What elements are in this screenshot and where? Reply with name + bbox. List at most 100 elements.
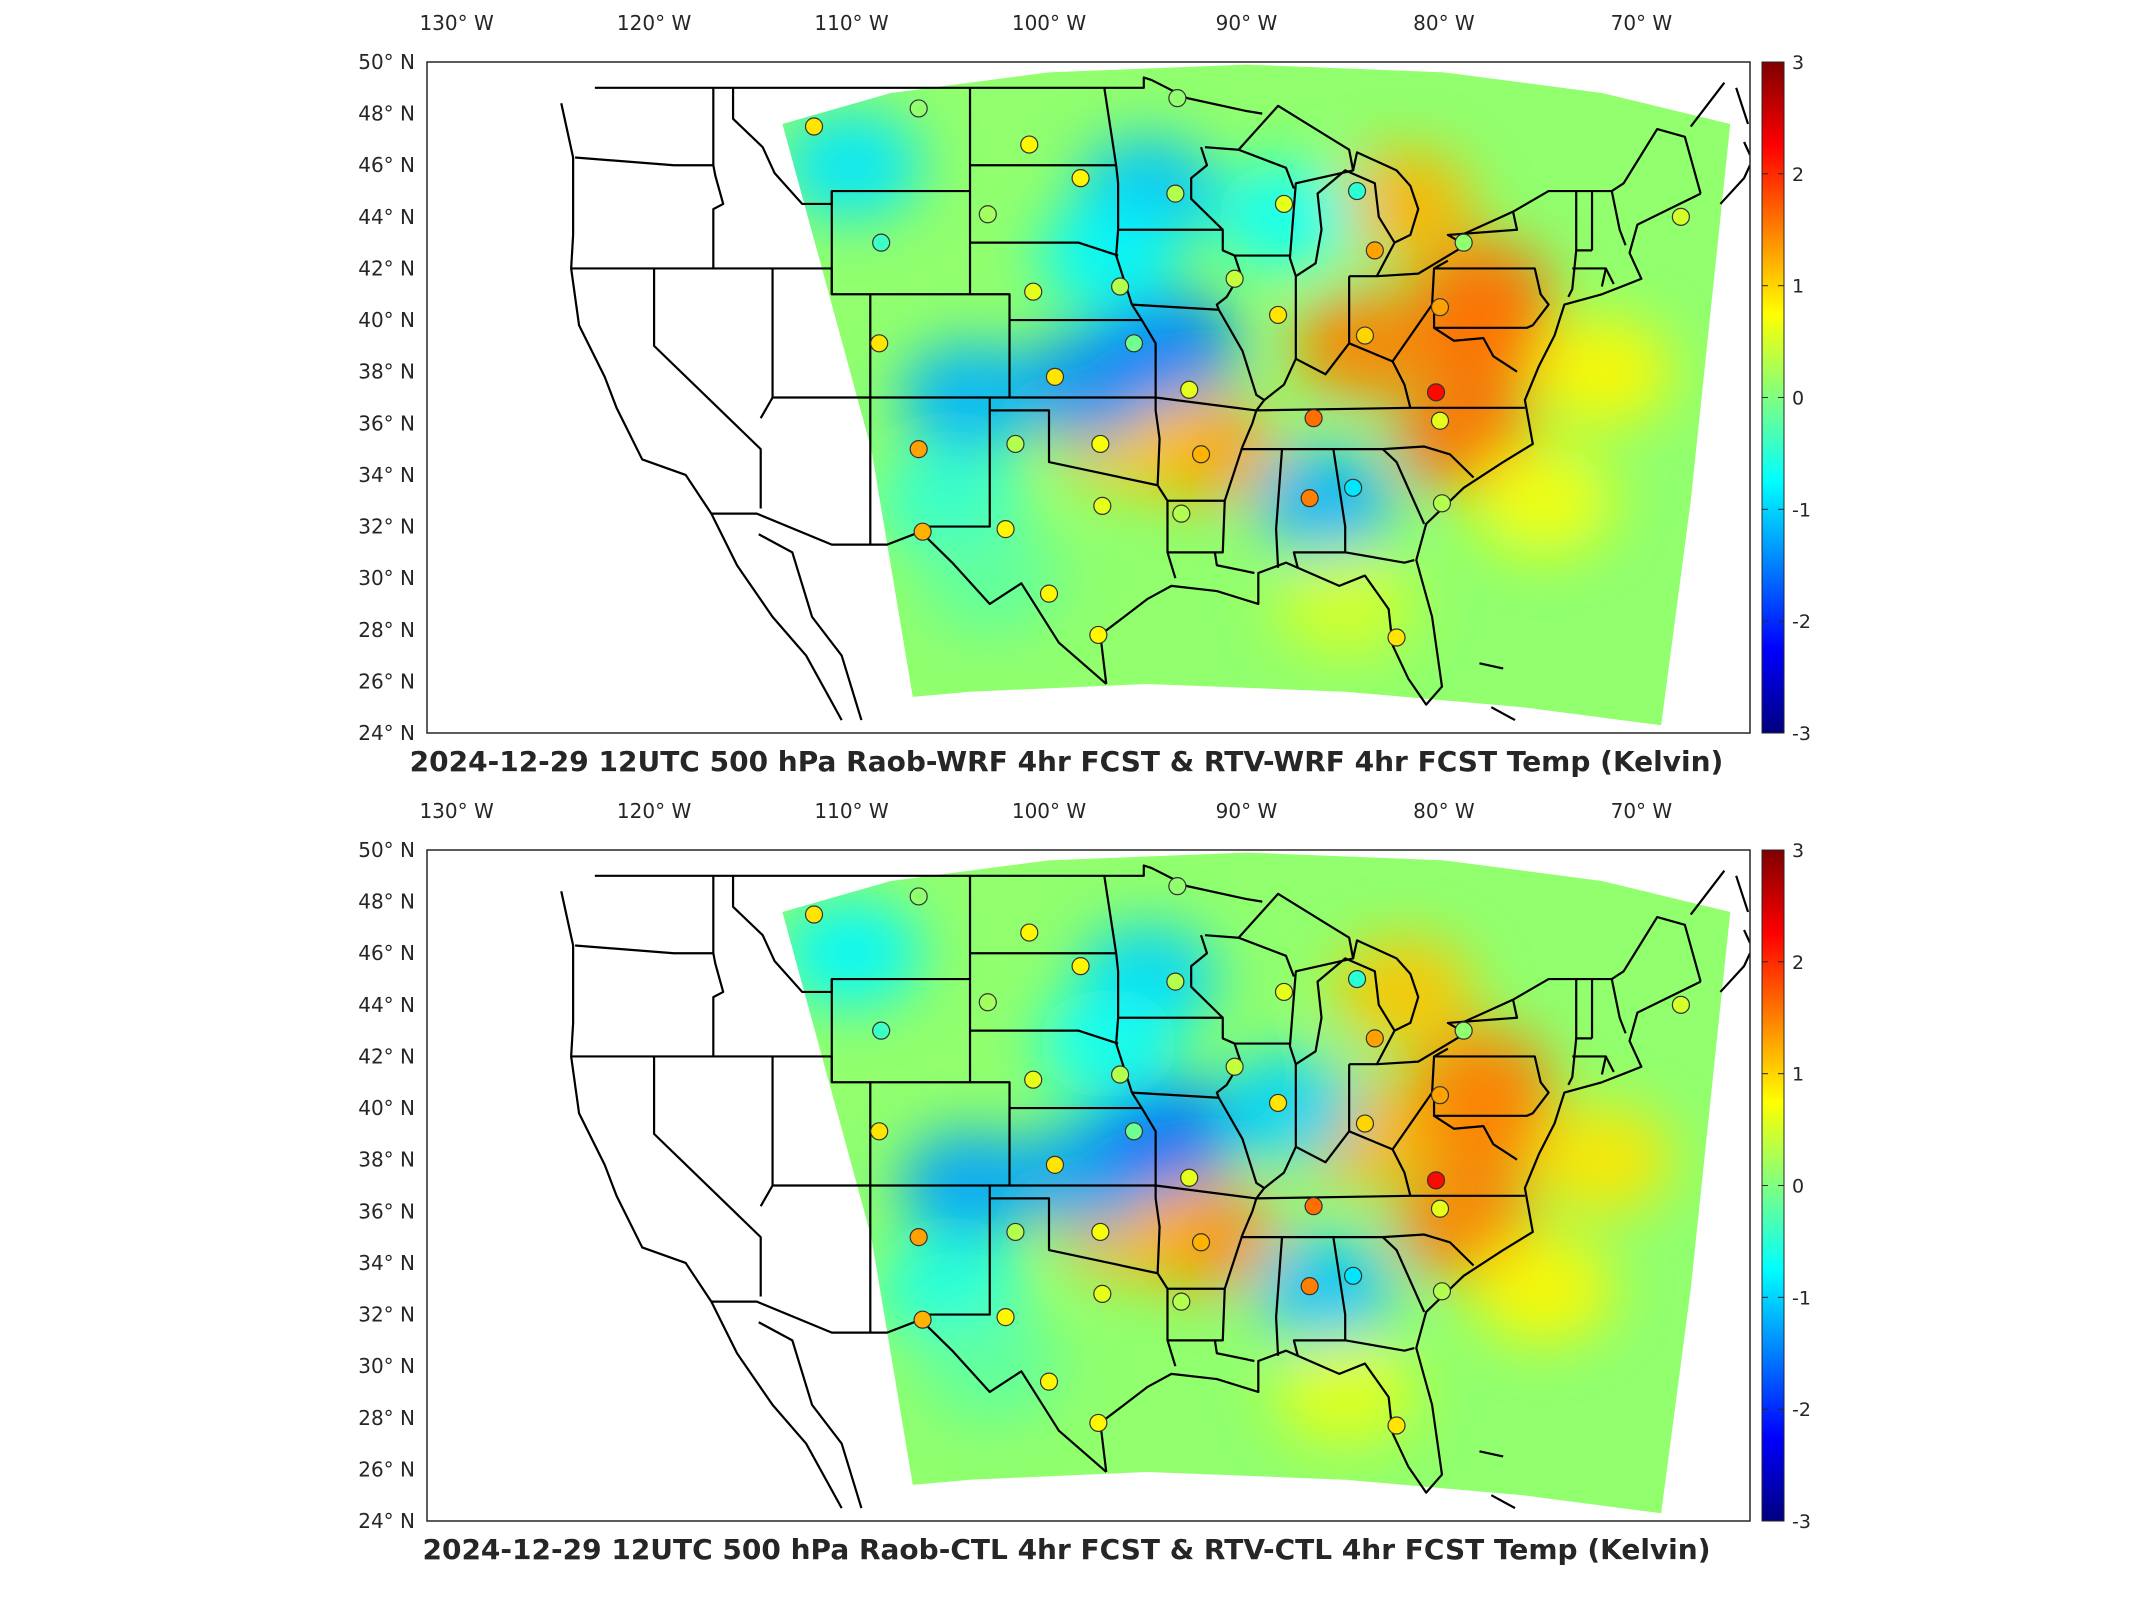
field-anomaly [1038,988,1179,1099]
colorbar-tick-label: 1 [1792,1064,1804,1086]
boundary-line [1567,191,1578,298]
raob-station-marker [1387,1416,1406,1435]
raob-station-marker [1180,380,1199,399]
raob-station-marker [1426,383,1446,402]
boundary-line [1345,551,1415,564]
raob-station-marker [1268,1093,1288,1113]
field-anomaly [782,898,922,1009]
bottom-raob-stations [804,877,1690,1435]
raob-station-marker [870,1122,889,1141]
boundary-line [1490,1494,1516,1510]
colorbar-tick-label: 0 [1792,1176,1804,1198]
raob-station-marker [1020,135,1039,154]
raob-station-marker [1365,241,1384,260]
colorbar-tick-label: -3 [1792,1511,1811,1533]
longitude-tick-label: 90° W [1216,11,1278,35]
latitude-tick-label: 34° N [358,463,415,487]
raob-station-marker [1089,625,1108,645]
raob-station-marker [1387,628,1406,647]
latitude-tick-label: 24° N [358,1509,415,1533]
boundary-line [1391,360,1412,409]
raob-station-marker [1454,1021,1473,1040]
boundary-line [1295,1064,1351,1164]
field-anomaly [1275,1336,1416,1447]
raob-station-marker [1091,434,1110,454]
raob-station-marker [1430,1199,1450,1218]
raob-station-marker [1020,923,1039,942]
raob-station-marker [1024,1070,1043,1089]
raob-station-marker [1304,1197,1323,1216]
raob-station-marker [1168,89,1187,108]
raob-station-marker [1347,181,1367,201]
raob-station-marker [996,520,1015,539]
raob-station-marker [1006,1222,1025,1242]
boundary-line [1213,1097,1266,1363]
longitude-tick-label: 130° W [419,799,494,823]
longitude-tick-label: 90° W [1216,799,1278,823]
latitude-tick-label: 24° N [358,721,415,745]
boundary-line [1295,276,1351,376]
raob-station-marker [1432,494,1452,513]
boundary-line [560,103,843,721]
boundary-line [1689,81,1726,128]
raob-station-marker [1432,1282,1452,1301]
boundary-line [1238,148,1295,189]
latitude-tick-label: 42° N [358,1044,415,1068]
boundary-line [571,267,1142,322]
raob-station-marker [1430,298,1450,317]
boundary-line [1263,1064,1297,1189]
boundary-line [1103,875,1161,1274]
raob-station-marker [1091,1222,1110,1242]
boundary-line [1604,1055,1615,1073]
top-temperature-field [782,64,1731,726]
boundary-line [652,268,762,509]
boundary-line [1190,146,1224,231]
boundary-line [970,241,1119,257]
longitude-tick-label: 100° W [1012,11,1087,35]
raob-station-marker [1110,277,1130,296]
field-anomaly [1413,1027,1554,1138]
boundary-line [575,944,714,955]
raob-station-marker [804,905,824,924]
bottom-colorbar-ticks: 3 2 1 0 -1 -2 -3 [1762,840,1811,1533]
boundary-line [1131,303,1219,311]
boundary-line [1204,892,1519,1066]
raob-station-marker [996,1308,1015,1327]
field-anomaly [1294,290,1435,401]
boundary-line [1263,276,1297,401]
boundary-line [712,875,725,1057]
field-anomaly [1038,200,1179,311]
boundary-line [1610,190,1627,246]
raob-station-marker [872,1021,891,1040]
latitude-tick-label: 50° N [358,50,415,74]
raob-station-marker [1168,877,1187,896]
latitude-tick-label: 26° N [358,1457,415,1481]
top-axes-frame [426,61,1751,734]
boundary-line [1131,1091,1219,1099]
boundary-line [759,268,774,419]
raob-station-marker [1355,326,1375,345]
raob-station-marker [872,233,891,252]
field-anomaly [1334,936,1475,1047]
raob-station-marker [804,117,824,136]
longitude-tick-label: 120° W [617,11,692,35]
bottom-axes-frame [426,849,1751,1522]
boundary-line [1735,87,1750,125]
raob-station-marker [1671,995,1690,1014]
boundary-line [1689,869,1726,916]
colorbar-tick-label: 2 [1792,952,1804,974]
top-field-anomalies [782,110,1672,659]
boundary-line [1432,267,1550,329]
colorbar-tick-label: -3 [1792,723,1811,745]
boundary-line [1479,662,1504,670]
raob-station-marker [1225,269,1244,288]
boundary-line [1118,228,1290,257]
field-anomaly [1275,548,1416,659]
boundary-line [711,1300,1107,1473]
boundary-line [918,397,991,528]
boundary-line [1604,267,1615,285]
boundary-line [1735,875,1750,913]
raob-station-marker [1430,411,1450,430]
raob-station-marker [1045,367,1065,386]
boundary-line [1432,1055,1550,1117]
